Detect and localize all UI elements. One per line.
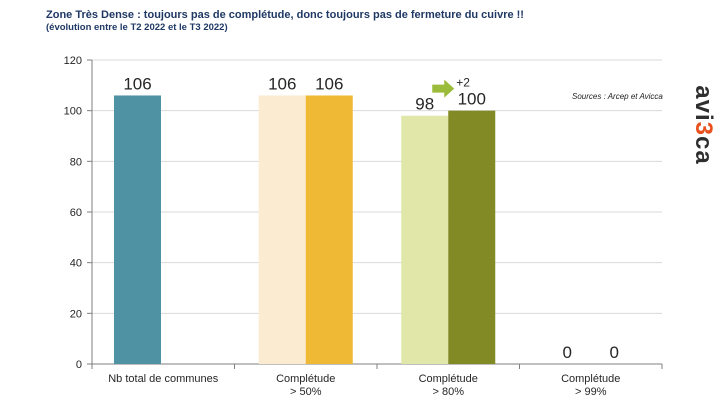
title-block: Zone Très Dense : toujours pas de complé…: [46, 9, 524, 34]
bar: [305, 95, 353, 364]
bar-value-label: 106: [315, 74, 343, 93]
avicca-logo: avi3ca: [688, 80, 718, 170]
x-tick-label: Complétude: [561, 373, 620, 385]
bar-value-label: 106: [268, 74, 296, 93]
x-tick-label: > 80%: [433, 386, 465, 398]
logo-text-part2: 3: [690, 121, 717, 137]
x-tick-label: Complétude: [419, 373, 478, 385]
increase-arrow: [432, 79, 455, 98]
y-tick-label: 100: [64, 106, 82, 118]
bar: [401, 115, 449, 364]
bar-value-label: 0: [563, 343, 572, 362]
y-tick-label: 80: [70, 156, 82, 168]
bar-value-label: 100: [458, 90, 486, 109]
logo-text: avi3ca: [689, 85, 717, 164]
logo-text-part3: ca: [690, 136, 717, 165]
bar: [258, 95, 306, 364]
bar: [114, 95, 161, 364]
bar: [448, 110, 496, 365]
x-tick-label: > 99%: [575, 386, 607, 398]
x-tick-label: > 50%: [290, 386, 322, 398]
y-tick-label: 60: [70, 207, 82, 219]
x-tick-label: Nb total de communes: [108, 373, 219, 385]
sources-note: Sources : Arcep et Avicca: [572, 92, 663, 101]
increase-annotation: +2: [456, 76, 470, 90]
bar-value-label: 0: [610, 343, 619, 362]
logo-text-part1: avi: [690, 85, 717, 122]
bar-value-label: 106: [123, 74, 151, 93]
y-tick-label: 0: [76, 359, 82, 371]
bar-value-label: 98: [415, 95, 434, 114]
y-tick-label: 120: [64, 55, 82, 67]
y-tick-label: 20: [70, 308, 82, 320]
chart-title: Zone Très Dense : toujours pas de complé…: [46, 9, 524, 21]
chart-subtitle: (évolution entre le T2 2022 et le T3 202…: [46, 22, 228, 33]
y-tick-label: 40: [70, 258, 82, 270]
x-tick-label: Complétude: [276, 373, 335, 385]
